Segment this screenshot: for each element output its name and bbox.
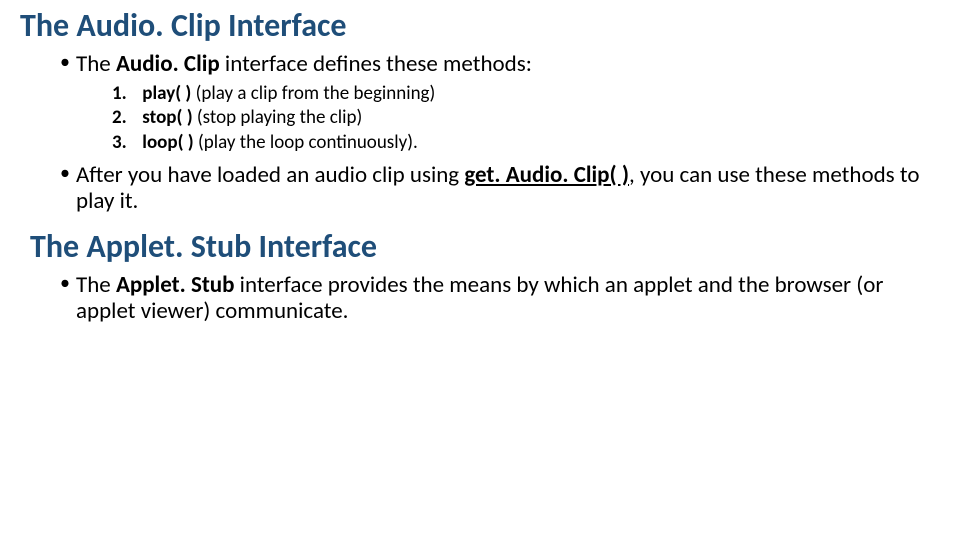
bullet-text-suffix: interface defines these methods: (220, 50, 532, 78)
section1-bullets: The Audio. Clip interface defines these … (20, 51, 940, 77)
method-name: play( ) (142, 82, 191, 105)
method-num: 2. (112, 106, 138, 131)
bullet-text-prefix: The (76, 50, 116, 78)
method-name: stop( ) (142, 106, 192, 129)
method-desc: (play the loop continuously). (194, 131, 418, 154)
method-item: 3. loop( ) (play the loop continuously). (112, 131, 940, 156)
method-desc: (play a clip from the beginning) (191, 82, 435, 105)
bullet-item: After you have loaded an audio clip usin… (60, 162, 940, 215)
bullet-item: The Audio. Clip interface defines these … (60, 51, 940, 77)
bullet-item: The Applet. Stub interface provides the … (60, 272, 940, 325)
bullet-text-prefix: After you have loaded an audio clip usin… (76, 161, 464, 189)
bullet-text-prefix: The (76, 271, 116, 299)
bullet-text-bold: Audio. Clip (116, 50, 220, 78)
method-name: loop( ) (142, 131, 193, 154)
section2-bullets: The Applet. Stub interface provides the … (20, 272, 940, 325)
method-desc: (stop playing the clip) (193, 106, 363, 129)
method-num: 1. (112, 82, 138, 107)
section1-heading: The Audio. Clip Interface (20, 8, 940, 43)
bullet-text-bold: Applet. Stub (116, 271, 235, 299)
method-list: 1. play( ) (play a clip from the beginni… (20, 82, 940, 156)
method-item: 2. stop( ) (stop playing the clip) (112, 106, 940, 131)
section1-bullets-2: After you have loaded an audio clip usin… (20, 162, 940, 215)
method-num: 3. (112, 131, 138, 156)
bullet-text-underline: get. Audio. Clip( ) (464, 161, 629, 189)
section2-heading: The Applet. Stub Interface (30, 229, 940, 264)
method-item: 1. play( ) (play a clip from the beginni… (112, 82, 940, 107)
